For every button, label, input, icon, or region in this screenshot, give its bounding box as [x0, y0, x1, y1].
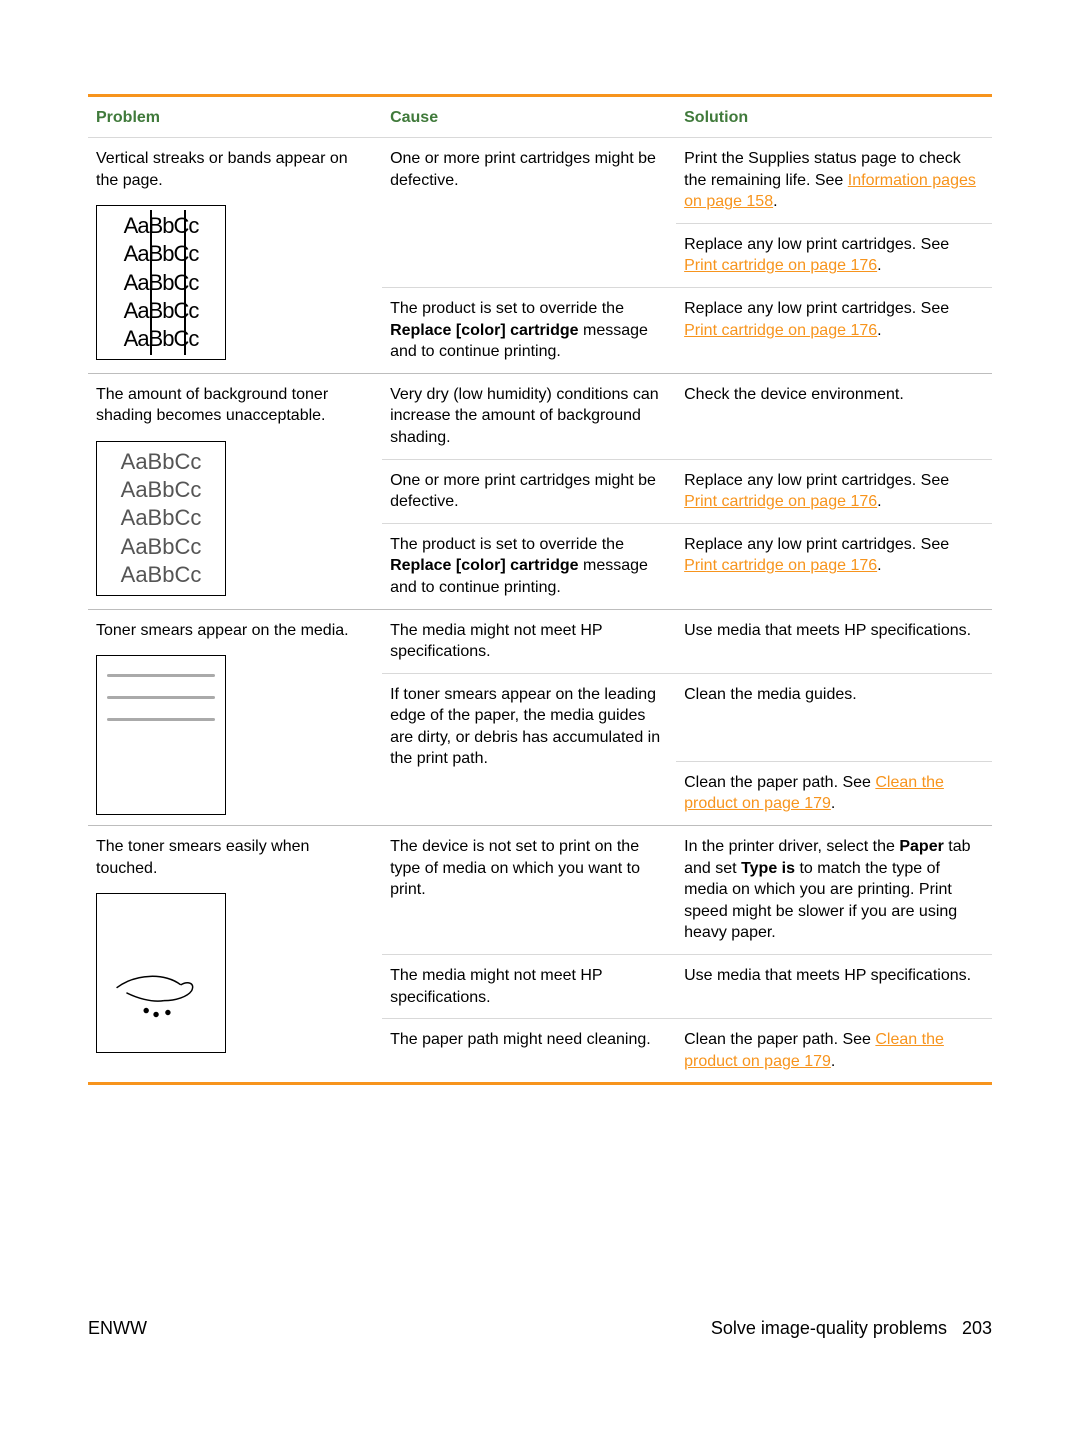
problem-cell: Toner smears appear on the media.	[88, 609, 382, 826]
header-cause: Cause	[382, 96, 676, 138]
sample-text: AaBbCc	[121, 448, 202, 476]
hand-icon	[96, 894, 226, 1052]
period: .	[831, 1053, 835, 1070]
sample-text: AaBbCc	[124, 269, 199, 297]
problem-text: The toner smears easily when touched.	[96, 838, 309, 877]
page-body: Problem Cause Solution Vertical streaks …	[0, 0, 1080, 1085]
cause-cell: The device is not set to print on the ty…	[382, 826, 676, 955]
cause-cell: If toner smears appear on the leading ed…	[382, 673, 676, 825]
sample-text: AaBbCc	[121, 533, 202, 561]
problem-cell: Vertical streaks or bands appear on the …	[88, 138, 382, 374]
table-row: The toner smears easily when touched.	[88, 826, 992, 955]
problem-text: Toner smears appear on the media.	[96, 622, 349, 639]
sample-text: AaBbCc	[124, 240, 199, 268]
solution-text: Replace any low print cartridges. See	[684, 236, 949, 253]
solution-cell: Use media that meets HP specifications.	[676, 609, 992, 673]
solution-cell: In the printer driver, select the Paper …	[676, 826, 992, 955]
solution-text: Replace any low print cartridges. See	[684, 300, 949, 317]
solution-cell: Replace any low print cartridges. See Pr…	[676, 459, 992, 523]
cause-text: The product is set to override the	[390, 300, 624, 317]
solution-cell: Check the device environment.	[676, 373, 992, 459]
cause-cell: Very dry (low humidity) conditions can i…	[382, 373, 676, 459]
period: .	[877, 257, 881, 274]
solution-text: Clean the paper path. See	[684, 774, 875, 791]
problem-cell: The amount of background toner shading b…	[88, 373, 382, 609]
solution-text: Replace any low print cartridges. See	[684, 472, 949, 489]
period: .	[877, 493, 881, 510]
link-print-cartridge[interactable]: Print cartridge on page 176	[684, 322, 877, 339]
cause-bold: Replace [color] cartridge	[390, 322, 579, 339]
illustration-background-shading: AaBbCc AaBbCc AaBbCc AaBbCc AaBbCc	[96, 441, 226, 596]
table-row: Vertical streaks or bands appear on the …	[88, 138, 992, 224]
smear-line	[107, 674, 215, 677]
illustration-vertical-streaks: AaBbCc AaBbCc AaBbCc AaBbCc AaBbCc	[96, 205, 226, 360]
sample-text: AaBbCc	[124, 297, 199, 325]
solution-cell: Replace any low print cartridges. See Pr…	[676, 223, 992, 287]
solution-text: Clean the paper path. See	[684, 1031, 875, 1048]
link-print-cartridge[interactable]: Print cartridge on page 176	[684, 257, 877, 274]
solution-cell: Clean the paper path. See Clean the prod…	[676, 1019, 992, 1084]
bold-paper: Paper	[899, 838, 943, 855]
cause-cell: The product is set to override the Repla…	[382, 287, 676, 373]
footer-right: Solve image-quality problems 203	[711, 1318, 992, 1339]
header-solution: Solution	[676, 96, 992, 138]
cause-cell: The media might not meet HP specificatio…	[382, 955, 676, 1019]
sample-text: AaBbCc	[121, 476, 202, 504]
table-row: The amount of background toner shading b…	[88, 373, 992, 459]
cause-cell: The product is set to override the Repla…	[382, 523, 676, 609]
link-print-cartridge[interactable]: Print cartridge on page 176	[684, 557, 877, 574]
troubleshoot-table: Problem Cause Solution Vertical streaks …	[88, 94, 992, 1085]
header-problem: Problem	[88, 96, 382, 138]
smear-line	[107, 718, 215, 721]
sample-text: AaBbCc	[121, 561, 202, 589]
solution-cell: Clean the paper path. See Clean the prod…	[676, 761, 992, 826]
solution-cell: Clean the media guides.	[676, 673, 992, 761]
solution-text: In the printer driver, select the	[684, 838, 899, 855]
footer-section-title: Solve image-quality problems	[711, 1318, 947, 1338]
cause-bold: Replace [color] cartridge	[390, 557, 579, 574]
illustration-touch-smear	[96, 893, 226, 1053]
solution-cell: Replace any low print cartridges. See Pr…	[676, 523, 992, 609]
period: .	[773, 193, 777, 210]
cause-cell: One or more print cartridges might be de…	[382, 138, 676, 288]
footer-left: ENWW	[88, 1318, 147, 1339]
cause-text: The product is set to override the	[390, 536, 624, 553]
period: .	[831, 795, 835, 812]
sample-text: AaBbCc	[124, 212, 199, 240]
table-row: Toner smears appear on the media. The me…	[88, 609, 992, 673]
cause-cell: One or more print cartridges might be de…	[382, 459, 676, 523]
illustration-toner-smears	[96, 655, 226, 815]
solution-cell: Replace any low print cartridges. See Pr…	[676, 287, 992, 373]
cause-cell: The media might not meet HP specificatio…	[382, 609, 676, 673]
period: .	[877, 322, 881, 339]
solution-cell: Use media that meets HP specifications.	[676, 955, 992, 1019]
cause-cell: The paper path might need cleaning.	[382, 1019, 676, 1084]
smear-line	[107, 696, 215, 699]
period: .	[877, 557, 881, 574]
problem-text: The amount of background toner shading b…	[96, 386, 328, 425]
bold-type-is: Type is	[741, 860, 795, 877]
sample-text: AaBbCc	[124, 325, 199, 353]
problem-text: Vertical streaks or bands appear on the …	[96, 150, 348, 189]
page-footer: ENWW Solve image-quality problems 203	[88, 1318, 992, 1339]
table-header-row: Problem Cause Solution	[88, 96, 992, 138]
link-print-cartridge[interactable]: Print cartridge on page 176	[684, 493, 877, 510]
problem-cell: The toner smears easily when touched.	[88, 826, 382, 1084]
footer-page-number: 203	[962, 1318, 992, 1338]
solution-text: Replace any low print cartridges. See	[684, 536, 949, 553]
solution-cell: Print the Supplies status page to check …	[676, 138, 992, 224]
sample-text: AaBbCc	[121, 504, 202, 532]
